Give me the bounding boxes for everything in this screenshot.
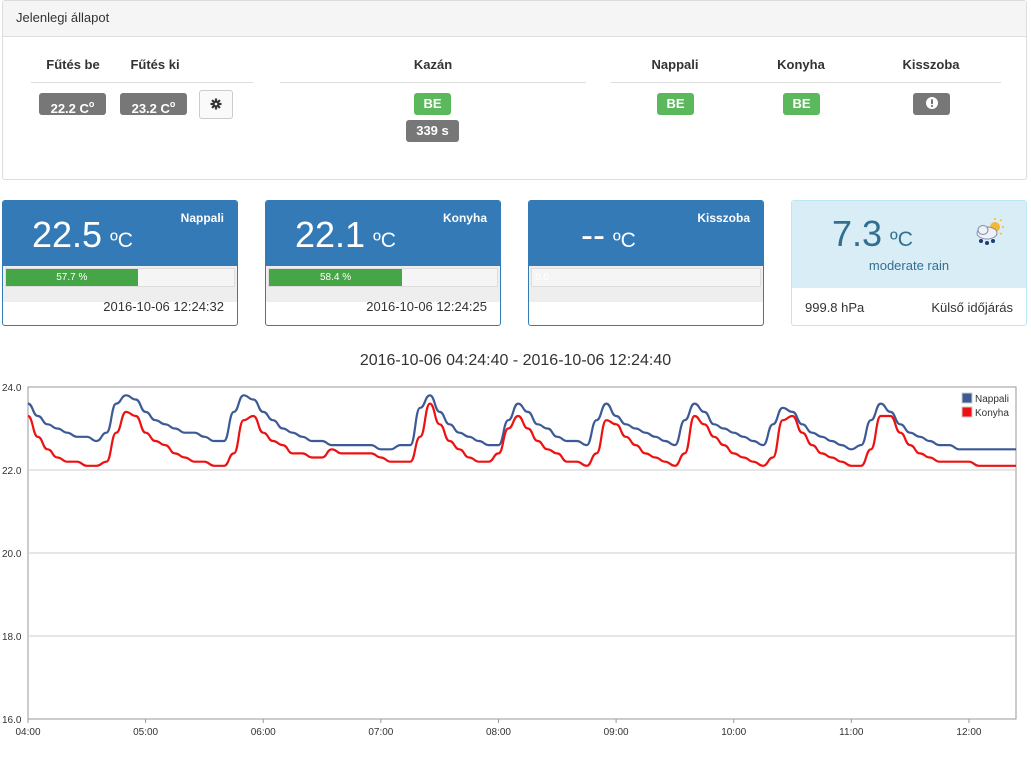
heating-on-value: 22.2 Co — [39, 93, 106, 116]
weather-label: Külső időjárás — [931, 300, 1013, 315]
x-tick-label: 05:00 — [133, 727, 158, 738]
room-name: Kisszoba — [697, 211, 750, 225]
room-state-kisszoba — [913, 93, 950, 115]
y-tick-label: 24.0 — [2, 383, 22, 394]
temperature-value: 22.5 ºC — [32, 214, 133, 255]
temperature-value: 22.1 ºC — [295, 214, 396, 255]
divider — [31, 82, 253, 83]
x-tick-label: 06:00 — [251, 727, 276, 738]
x-tick-label: 07:00 — [368, 727, 393, 738]
weather-description: moderate rain — [868, 258, 950, 273]
progress-label: 0.0 — [535, 272, 549, 283]
room-name: Nappali — [180, 211, 224, 225]
x-tick-label: 12:00 — [956, 727, 981, 738]
divider — [280, 82, 586, 83]
y-tick-label: 16.0 — [2, 715, 22, 726]
settings-button[interactable] — [199, 90, 233, 119]
progress-bar: 0.0 — [531, 268, 761, 287]
room-card-konyha: 22.1 ºC Konyha 58.4 % 2016-10-06 12:24:25 — [265, 200, 501, 326]
room-name: Konyha — [442, 211, 487, 225]
room-header-kisszoba: Kisszoba — [902, 57, 960, 72]
boiler-state-badge: BE — [414, 93, 451, 115]
room-header-konyha: Konyha — [777, 57, 825, 72]
progress-fill: 58.4 % — [269, 269, 403, 286]
x-tick-label: 10:00 — [721, 727, 746, 738]
air-pressure: 999.8 hPa — [805, 300, 865, 315]
divider — [611, 82, 1001, 83]
boiler-header: Kazán — [413, 57, 453, 72]
rain-cloud-sun-icon — [976, 218, 1004, 245]
heating-off-value: 23.2 Co — [120, 93, 187, 116]
x-tick-label: 11:00 — [839, 727, 864, 738]
progress-fill: 57.7 % — [6, 269, 138, 286]
progress-bar: 57.7 % — [5, 268, 235, 287]
y-tick-label: 20.0 — [2, 549, 22, 560]
timestamp: 2016-10-06 12:24:32 — [103, 299, 224, 314]
timestamp: 2016-10-06 12:24:25 — [366, 299, 487, 314]
gear-icon — [210, 98, 222, 110]
heating-off-header: Fűtés ki — [130, 57, 180, 72]
room-card-kisszoba: -- ºC Kisszoba 0.0 — [528, 200, 764, 326]
heating-on-header: Fűtés be — [46, 57, 100, 72]
x-tick-label: 09:00 — [604, 727, 629, 738]
y-tick-label: 18.0 — [2, 632, 22, 643]
room-card-nappali: 22.5 ºC Nappali 57.7 % 2016-10-06 12:24:3… — [2, 200, 238, 326]
status-panel: Jelenlegi állapot Fűtés be Fűtés ki 22.2… — [2, 0, 1027, 180]
room-state-nappali: BE — [657, 93, 694, 115]
legend — [959, 391, 1014, 423]
boiler-time-badge: 339 s — [406, 120, 459, 142]
legend-swatch — [961, 392, 973, 404]
series-line-konyha — [27, 402, 1016, 467]
series-line-nappali — [27, 394, 1016, 451]
outside-temperature: 7.3 ºC — [832, 213, 913, 254]
status-panel-title: Jelenlegi állapot — [3, 1, 1026, 37]
plot-area — [27, 386, 1017, 720]
legend-label: Konyha — [975, 408, 1009, 419]
y-tick-label: 22.0 — [2, 466, 22, 477]
progress-bar: 58.4 % — [268, 268, 498, 287]
x-tick-label: 04:00 — [15, 727, 40, 738]
legend-swatch — [961, 406, 973, 418]
temperature-value: -- ºC — [581, 214, 636, 255]
room-header-nappali: Nappali — [651, 57, 699, 72]
chart-title: 2016-10-06 04:24:40 - 2016-10-06 12:24:4… — [359, 352, 672, 369]
x-tick-label: 08:00 — [486, 727, 511, 738]
exclamation-circle-icon — [925, 97, 938, 109]
room-state-konyha: BE — [783, 93, 820, 115]
legend-label: Nappali — [975, 394, 1009, 405]
weather-card: 7.3 ºC moderate rain 999.8 hPa Külső időj… — [791, 200, 1027, 326]
